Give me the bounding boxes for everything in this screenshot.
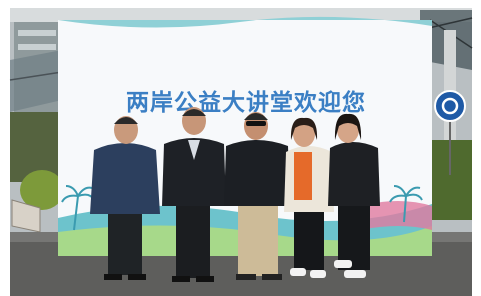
shoe	[104, 274, 122, 280]
page: 两岸公益大讲堂欢迎您	[0, 0, 481, 296]
window	[18, 44, 56, 50]
leggings	[338, 200, 370, 270]
banner-title: 两岸公益大讲堂欢迎您	[126, 89, 366, 116]
trousers	[176, 200, 210, 278]
shoe	[310, 270, 326, 278]
shoe	[334, 260, 352, 268]
sweater	[294, 152, 312, 200]
shoe	[236, 274, 256, 280]
shoe	[290, 268, 306, 276]
jacket	[90, 143, 160, 214]
jacket	[224, 140, 290, 206]
sunglasses	[246, 121, 266, 126]
trousers	[108, 205, 142, 275]
round-sign	[435, 91, 465, 121]
photo: 两岸公益大讲堂欢迎您	[0, 0, 481, 296]
window	[18, 30, 56, 36]
shoe	[172, 276, 190, 282]
bush-right	[432, 140, 472, 220]
shoe	[262, 274, 282, 280]
shoe	[344, 270, 366, 278]
jacket	[328, 142, 380, 206]
shoe	[196, 276, 214, 282]
building-top	[10, 8, 472, 22]
shoe	[128, 274, 146, 280]
trousers	[238, 200, 278, 276]
